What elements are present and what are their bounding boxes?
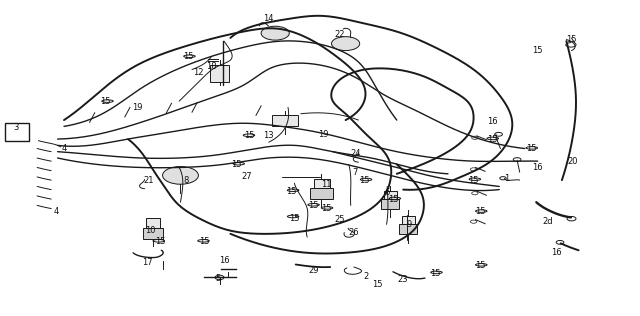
Bar	[143, 228, 163, 239]
Text: 4: 4	[61, 144, 67, 153]
Text: 18: 18	[206, 62, 216, 71]
Text: 15: 15	[468, 176, 479, 185]
Text: 19: 19	[132, 103, 143, 112]
Text: 24: 24	[350, 149, 360, 158]
Bar	[272, 115, 298, 126]
Text: 15: 15	[200, 237, 210, 246]
Text: 15: 15	[475, 261, 485, 270]
Bar	[381, 199, 399, 209]
Text: 3: 3	[13, 124, 19, 132]
Bar	[210, 65, 229, 82]
Text: 11: 11	[321, 180, 332, 189]
Text: 9: 9	[407, 220, 412, 229]
Text: 15: 15	[184, 52, 194, 61]
Text: 7: 7	[353, 168, 358, 177]
Bar	[310, 188, 333, 199]
Text: 15: 15	[388, 195, 399, 204]
Text: 10: 10	[145, 226, 156, 235]
Circle shape	[332, 37, 360, 51]
Text: 26: 26	[349, 228, 359, 237]
Bar	[5, 123, 29, 141]
Text: 2d: 2d	[543, 217, 553, 226]
Text: 15: 15	[286, 187, 296, 196]
Text: 16: 16	[532, 163, 543, 172]
Text: 25: 25	[334, 215, 344, 224]
Text: 23: 23	[398, 275, 408, 284]
Bar	[399, 224, 417, 234]
Text: 15: 15	[321, 204, 332, 213]
Text: 12: 12	[193, 68, 204, 77]
Text: 15: 15	[372, 280, 383, 289]
Text: 15: 15	[308, 201, 319, 210]
Bar	[402, 216, 415, 224]
Text: 8: 8	[183, 176, 188, 185]
Text: 21: 21	[143, 176, 154, 185]
Circle shape	[163, 167, 198, 184]
Text: 15: 15	[360, 176, 370, 185]
Text: 15: 15	[532, 46, 543, 55]
Text: 15: 15	[244, 131, 255, 140]
Text: 15: 15	[488, 135, 498, 143]
Text: 13: 13	[264, 131, 274, 140]
Text: 15: 15	[289, 214, 300, 222]
Text: 14: 14	[264, 15, 274, 23]
Text: 2: 2	[364, 272, 369, 281]
Text: 19: 19	[318, 130, 328, 139]
Text: 6: 6	[385, 188, 390, 197]
Text: 16: 16	[552, 248, 562, 257]
Text: 4: 4	[54, 207, 59, 216]
Circle shape	[261, 26, 289, 40]
Text: 5: 5	[215, 274, 220, 283]
Text: 22: 22	[334, 30, 344, 39]
Text: 20: 20	[568, 157, 578, 166]
Text: 15: 15	[566, 35, 576, 44]
Bar	[384, 191, 397, 199]
Text: 29: 29	[308, 266, 319, 275]
Text: 15: 15	[526, 144, 536, 153]
Text: 1: 1	[504, 174, 509, 183]
Text: 27: 27	[241, 173, 252, 181]
Text: 15: 15	[100, 97, 111, 106]
Text: 16: 16	[488, 117, 498, 126]
Text: 15: 15	[232, 160, 242, 169]
Bar	[314, 179, 330, 188]
Text: 16: 16	[219, 256, 229, 265]
Text: 17: 17	[142, 258, 152, 267]
Text: 15: 15	[475, 207, 485, 216]
Bar	[146, 218, 160, 228]
Text: 15: 15	[155, 237, 165, 246]
Text: 15: 15	[430, 269, 440, 278]
